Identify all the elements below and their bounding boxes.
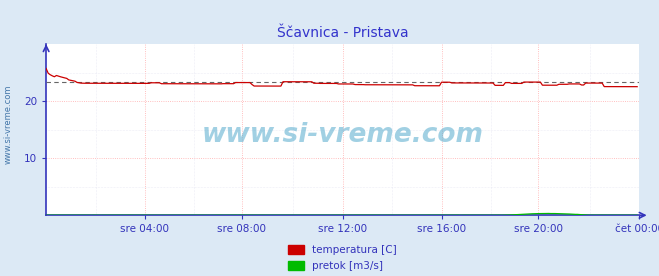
Legend: temperatura [C], pretok [m3/s]: temperatura [C], pretok [m3/s] (289, 245, 397, 271)
Text: www.si-vreme.com: www.si-vreme.com (3, 84, 13, 164)
Text: www.si-vreme.com: www.si-vreme.com (202, 122, 484, 148)
Title: Ščavnica - Pristava: Ščavnica - Pristava (277, 26, 409, 40)
